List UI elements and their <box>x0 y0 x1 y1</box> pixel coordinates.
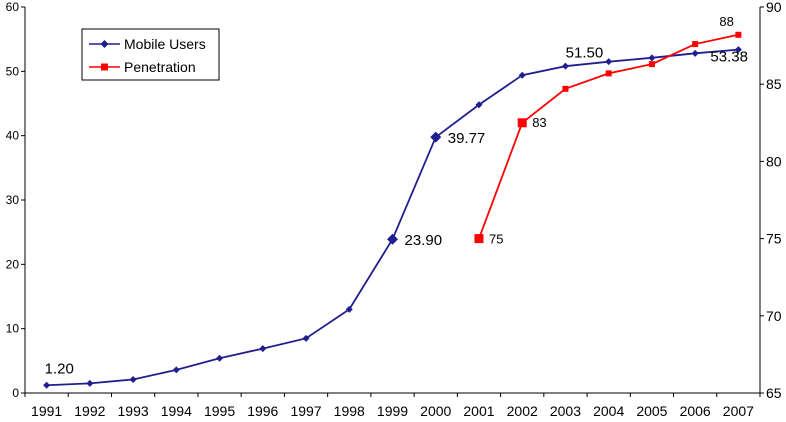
y-tick-label: 60 <box>6 0 20 14</box>
data-labels: 1.20 23.90 39.77 51.50 53.38 75 83 88 <box>45 14 748 377</box>
y-tick-label: 30 <box>6 193 20 207</box>
data-label-penetration: 83 <box>532 115 546 130</box>
y2-tick-label: 70 <box>766 308 782 324</box>
y-tick-label: 20 <box>6 257 20 271</box>
y2-tick-label: 90 <box>766 0 782 15</box>
legend-box <box>81 28 220 81</box>
point-mobile-users <box>86 379 94 387</box>
x-tick-label: 1992 <box>74 403 105 419</box>
point-mobile-users <box>259 345 267 353</box>
x-tick-label: 1995 <box>204 403 235 419</box>
data-label-mobile-users: 39.77 <box>448 130 486 147</box>
x-tick-label: 2007 <box>723 403 754 419</box>
point-mobile-users <box>172 366 180 374</box>
x-tick-label: 1993 <box>118 403 149 419</box>
x-tick-label: 1996 <box>247 403 278 419</box>
y2-tick-label: 85 <box>766 76 782 92</box>
legend: Mobile Users Penetration <box>81 28 220 81</box>
x-tick-label: 2002 <box>507 403 538 419</box>
point-mobile-users <box>430 131 442 143</box>
x-tick-label: 1991 <box>31 403 62 419</box>
point-penetration <box>692 41 699 48</box>
point-mobile-users <box>216 354 224 362</box>
x-tick-label: 2000 <box>420 403 451 419</box>
point-mobile-users <box>561 62 569 70</box>
x-tick-label: 2005 <box>636 403 667 419</box>
y-tick-label: 10 <box>6 322 20 336</box>
y-tick-label: 40 <box>6 129 20 143</box>
data-label-mobile-users: 1.20 <box>45 360 74 377</box>
y-tick-label: 0 <box>12 386 19 400</box>
point-penetration <box>474 234 484 244</box>
point-penetration <box>562 85 569 92</box>
series-line-penetration <box>478 33 739 239</box>
data-label-mobile-users: 51.50 <box>566 45 604 62</box>
x-tick-label: 1997 <box>290 403 321 419</box>
x-tick-label: 1999 <box>377 403 408 419</box>
y2-tick-label: 65 <box>766 385 782 401</box>
point-mobile-users <box>605 58 613 66</box>
data-label-penetration: 75 <box>489 232 503 247</box>
legend-marker-penetration <box>101 63 108 71</box>
data-label-penetration: 88 <box>719 14 733 29</box>
data-label-mobile-users: 23.90 <box>405 232 443 249</box>
point-mobile-users <box>648 54 656 62</box>
point-mobile-users <box>302 334 310 342</box>
axes: 0 10 20 30 40 50 60 65 70 75 80 85 90 1991 1992 1993 199… <box>6 0 782 419</box>
point-mobile-users <box>734 46 742 54</box>
point-mobile-users <box>345 305 353 313</box>
y2-tick-label: 80 <box>766 153 782 169</box>
x-tick-label: 1994 <box>161 403 192 419</box>
series-line-mobile-users <box>46 48 739 387</box>
point-mobile-users <box>129 375 137 383</box>
point-penetration <box>735 31 742 38</box>
point-mobile-users <box>475 101 483 109</box>
point-penetration <box>605 70 612 77</box>
x-tick-label: 2003 <box>550 403 581 419</box>
point-penetration <box>648 61 655 68</box>
legend-label-penetration: Penetration <box>124 59 196 75</box>
data-label-mobile-users: 53.38 <box>710 49 748 66</box>
y-tick-label: 50 <box>6 64 20 78</box>
legend-label-mobile-users: Mobile Users <box>124 36 206 52</box>
x-tick-label: 1998 <box>334 403 365 419</box>
point-penetration <box>517 118 527 128</box>
point-mobile-users <box>691 49 699 57</box>
x-tick-label: 2004 <box>593 403 624 419</box>
point-mobile-users <box>387 233 398 245</box>
point-mobile-users <box>518 71 526 79</box>
series-layer <box>43 31 742 389</box>
point-mobile-users <box>43 381 51 389</box>
y2-tick-label: 75 <box>766 231 782 247</box>
x-tick-label: 2006 <box>680 403 711 419</box>
x-tick-label: 2001 <box>463 403 494 419</box>
legend-marker-mobile-users <box>100 40 109 48</box>
